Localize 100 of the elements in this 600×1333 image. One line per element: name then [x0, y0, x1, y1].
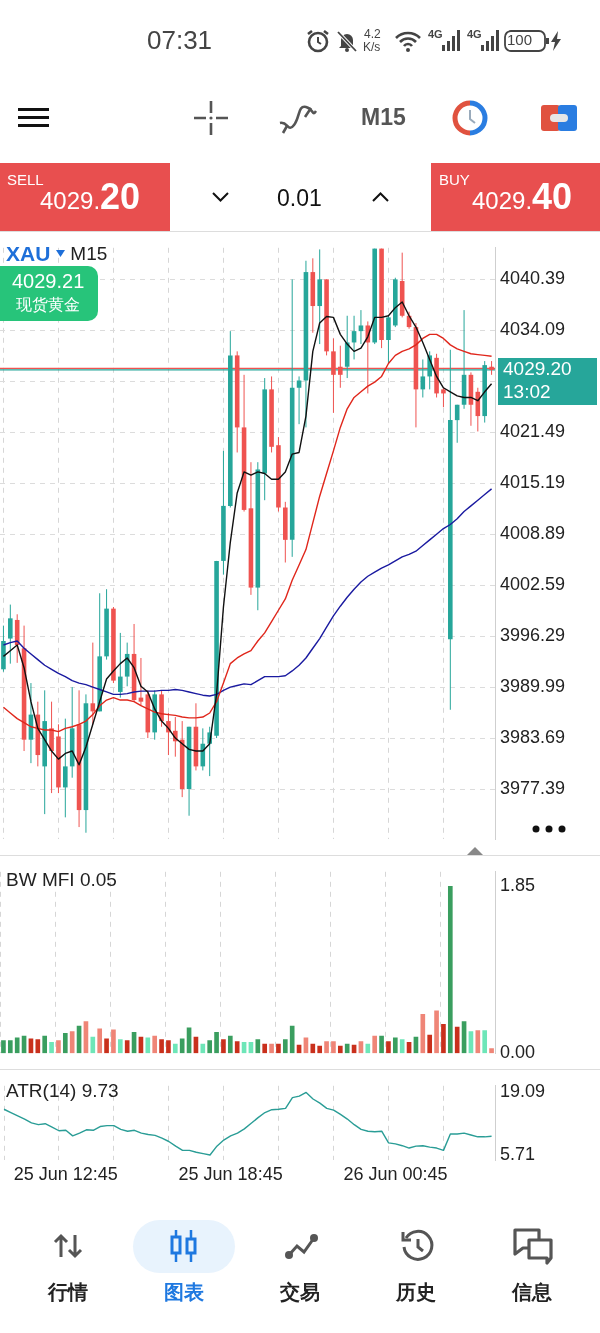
bar — [386, 1041, 391, 1054]
bar — [62, 1033, 68, 1054]
text: 图表 — [163, 1280, 205, 1305]
y-tick-label: 3983.69 — [500, 727, 566, 748]
bar — [379, 1035, 384, 1054]
y-tick-label: 4021.49 — [500, 421, 566, 442]
y-tick-label: 4002.59 — [500, 574, 566, 595]
bar — [399, 1039, 405, 1054]
bar — [289, 1025, 295, 1054]
bar — [344, 1043, 350, 1054]
x-tick-label: 26 Jun 00:45 — [343, 1163, 448, 1184]
bar — [234, 1041, 240, 1054]
bar — [145, 1037, 151, 1054]
bar — [427, 1034, 433, 1054]
x-tick-label: 25 Jun 12:45 — [13, 1163, 118, 1184]
bar — [331, 1041, 336, 1054]
bar — [124, 1040, 130, 1054]
bar — [324, 1041, 329, 1054]
bar — [365, 1043, 371, 1054]
text: BUY — [439, 171, 470, 188]
bar — [152, 1035, 158, 1054]
x-tick-label: 25 Jun 18:45 — [178, 1163, 283, 1184]
bar — [276, 1043, 281, 1054]
annotation: 4029.21 — [12, 269, 85, 294]
bar — [166, 1040, 171, 1054]
bar — [269, 1043, 274, 1054]
text: 4029.40 — [472, 176, 573, 217]
candlestick — [63, 718, 68, 818]
bar — [159, 1039, 164, 1054]
bar — [447, 885, 453, 1054]
text: 4G — [428, 28, 443, 40]
bar — [221, 1039, 226, 1054]
bar — [179, 1038, 185, 1054]
bar — [7, 1040, 13, 1054]
text: 历史 — [395, 1280, 437, 1305]
bar — [1, 1040, 6, 1054]
candlestick — [8, 604, 13, 665]
bar — [207, 1040, 213, 1054]
y-tick-label: 4040.39 — [500, 268, 566, 289]
text: 13:02 — [503, 381, 551, 403]
bar — [262, 1043, 268, 1054]
bar — [104, 1038, 109, 1054]
y-tick-label: 4015.19 — [500, 472, 566, 493]
bar — [454, 1026, 460, 1054]
bar — [97, 1028, 103, 1054]
bar — [14, 1037, 20, 1054]
y-tick-label: 5.71 — [500, 1143, 536, 1164]
candlestick — [386, 315, 391, 364]
text: 4G — [467, 28, 482, 40]
bar — [227, 1035, 233, 1054]
bar — [372, 1035, 378, 1054]
bar — [172, 1043, 178, 1054]
y-tick-label: 4008.89 — [500, 523, 566, 544]
bar — [489, 1048, 494, 1054]
text: 4.2 — [364, 27, 381, 41]
bar — [337, 1045, 343, 1054]
chart-title: XAU — [6, 242, 51, 266]
bar — [117, 1039, 123, 1054]
y-tick-label: 0.00 — [500, 1042, 536, 1063]
bar — [90, 1036, 96, 1054]
chart-subtitle: M15 — [70, 243, 108, 265]
text: 交易 — [279, 1280, 321, 1305]
bar — [49, 1042, 54, 1054]
bar — [56, 1040, 61, 1054]
bar — [434, 1010, 439, 1054]
bar — [200, 1043, 206, 1054]
bar — [310, 1043, 316, 1054]
candlestick — [358, 309, 364, 345]
y-tick-label: 4034.09 — [500, 319, 566, 340]
bar — [42, 1035, 48, 1054]
text: 0.01 — [277, 185, 322, 212]
bar — [35, 1039, 41, 1054]
ref-line-label: 4029.20 — [503, 358, 572, 380]
candlestick — [296, 375, 302, 425]
bar — [282, 1039, 288, 1054]
chart-title: ATR(14) 9.73 — [6, 1080, 119, 1102]
text: M15 — [361, 104, 406, 131]
bar — [420, 1014, 426, 1054]
annotation: 现货黄金 — [15, 295, 82, 315]
text: 07:31 — [147, 25, 213, 56]
bar — [69, 1031, 75, 1054]
text: 信息 — [511, 1280, 553, 1305]
bar — [392, 1037, 398, 1054]
y-tick-label: 3989.99 — [500, 676, 566, 697]
price-badge: 4029.21 现货黄金 — [0, 266, 99, 321]
candlestick — [118, 632, 123, 699]
text: 100 — [507, 31, 533, 48]
y-tick-label: 3977.39 — [500, 778, 566, 799]
y-tick-label: 19.09 — [500, 1081, 546, 1102]
bar — [475, 1030, 481, 1054]
text: 行情 — [46, 1280, 89, 1305]
y-tick-label: 1.85 — [500, 875, 536, 896]
bar — [255, 1039, 261, 1054]
bar — [214, 1032, 219, 1054]
bar — [441, 1023, 446, 1054]
text: K/s — [363, 40, 381, 54]
chart-title: BW MFI 0.05 — [6, 869, 117, 891]
candlestick — [49, 701, 54, 794]
bar — [482, 1030, 488, 1054]
bar — [317, 1045, 323, 1054]
